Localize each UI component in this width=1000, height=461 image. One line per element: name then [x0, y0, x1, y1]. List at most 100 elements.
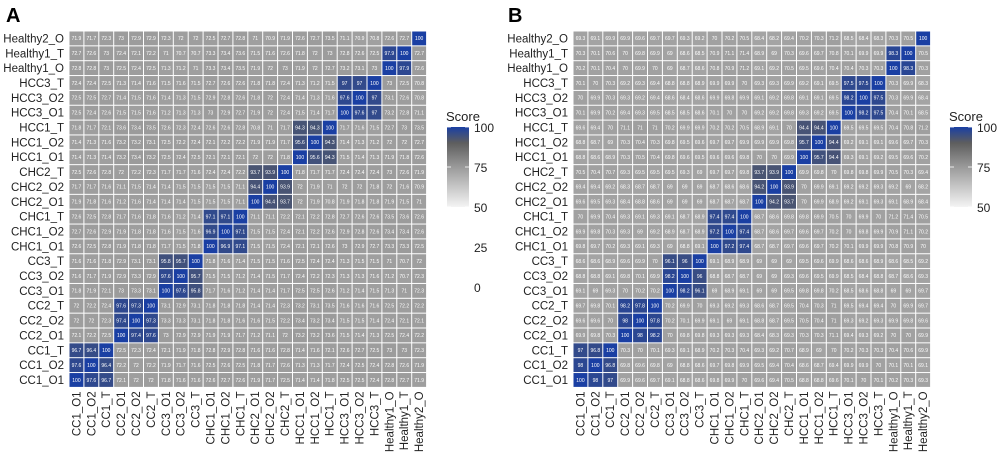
heatmap-cell — [397, 209, 412, 224]
cell-value-label: 68.7 — [725, 200, 735, 206]
heatmap-cell — [203, 150, 218, 165]
cell-value-label: 73.6 — [116, 125, 126, 131]
heatmap-cell — [412, 358, 427, 373]
heatmap-cell — [84, 90, 99, 105]
cell-value-label: 69.9 — [874, 170, 884, 176]
cell-value-label: 72.9 — [131, 36, 141, 42]
cell-value-label: 71.8 — [206, 259, 216, 265]
heatmap-cell — [322, 61, 337, 76]
heatmap-cell — [856, 224, 871, 239]
cell-value-label: 71.7 — [176, 363, 186, 369]
cell-value-label: 70.4 — [784, 363, 794, 369]
heatmap-cell — [352, 373, 367, 387]
heatmap-cell — [618, 180, 633, 194]
column-label: CHC1_O1 — [206, 391, 218, 444]
heatmap-cell — [916, 76, 931, 90]
cell-value-label: 70 — [786, 125, 792, 131]
heatmap-cell — [871, 254, 886, 269]
heatmap-cell — [767, 90, 782, 105]
row-label: CHC2_T — [523, 167, 568, 179]
cell-value-label: 72.5 — [370, 51, 380, 57]
cell-value-label: 69.6 — [888, 140, 898, 146]
heatmap-cell — [158, 328, 173, 343]
heatmap-cell — [826, 358, 841, 373]
cell-value-label: 68.4 — [859, 36, 869, 42]
cell-value-label: 71.4 — [310, 110, 320, 116]
cell-value-label: 69.8 — [784, 110, 794, 116]
heatmap-cell — [782, 31, 796, 46]
heatmap-cell — [69, 373, 84, 387]
heatmap-cell — [233, 254, 248, 269]
heatmap-cell — [412, 254, 427, 269]
cell-value-label: 98.2 — [650, 333, 660, 339]
heatmap-cell — [144, 313, 158, 328]
cell-value-label: 70.9 — [725, 66, 735, 72]
cell-value-label: 71.8 — [72, 289, 82, 295]
cell-value-label: 73 — [387, 348, 393, 354]
heatmap-cell — [901, 373, 916, 387]
cell-value-label: 70.2 — [605, 244, 615, 250]
heatmap-cell — [797, 150, 811, 165]
cell-value-label: 71.6 — [370, 274, 380, 280]
heatmap-cell — [797, 239, 811, 254]
heatmap-cell — [901, 150, 916, 165]
heatmap-cell — [397, 239, 412, 254]
cell-value-label: 71.9 — [384, 200, 394, 206]
cell-value-label: 100 — [770, 185, 779, 191]
cell-value-label: 70.2 — [888, 378, 898, 384]
heatmap-cell — [662, 283, 677, 298]
heatmap-cell — [188, 31, 203, 46]
cell-value-label: 71.6 — [399, 185, 409, 191]
heatmap-cell — [293, 180, 307, 194]
heatmap-cell — [573, 373, 588, 387]
cell-value-label: 71.1 — [414, 110, 424, 116]
cell-value-label: 70.4 — [888, 348, 898, 354]
heatmap-cell — [648, 239, 662, 254]
cell-value-label: 68.6 — [695, 66, 705, 72]
heatmap-cell — [173, 120, 188, 135]
cell-value-label: 72.7 — [399, 378, 409, 384]
heatmap-cell — [203, 254, 218, 269]
cell-value-label: 71.3 — [355, 274, 365, 280]
heatmap-cell — [322, 224, 337, 239]
heatmap-cell — [826, 180, 841, 194]
cell-value-label: 69.7 — [814, 244, 824, 250]
cell-value-label: 71.7 — [86, 36, 96, 42]
heatmap-cell — [278, 180, 292, 194]
heatmap-cell — [144, 31, 158, 46]
heatmap-cell — [278, 209, 292, 224]
heatmap-cell — [203, 328, 218, 343]
heatmap-cell — [233, 313, 248, 328]
cell-value-label: 72.5 — [86, 244, 96, 250]
cell-value-label: 95.7 — [799, 140, 809, 146]
heatmap-cell — [841, 343, 856, 358]
cell-value-label: 69.9 — [903, 304, 913, 310]
heatmap-cell — [293, 224, 307, 239]
heatmap-cell — [618, 46, 633, 61]
cell-value-label: 72.2 — [310, 274, 320, 280]
cell-value-label: 68.8 — [680, 378, 690, 384]
cell-value-label: 71.4 — [903, 214, 913, 220]
cell-value-label: 69.9 — [739, 363, 749, 369]
heatmap-cell — [188, 120, 203, 135]
heatmap-cell — [767, 373, 782, 387]
cell-value-label: 71.5 — [191, 185, 201, 191]
heatmap-cell — [886, 76, 901, 90]
heatmap-cell — [233, 31, 248, 46]
heatmap-cell — [916, 150, 931, 165]
cell-value-label: 70.9 — [355, 36, 365, 42]
heatmap-cell — [397, 224, 412, 239]
heatmap-cell — [797, 165, 811, 179]
cell-value-label: 68.9 — [605, 155, 615, 161]
cell-value-label: 68.9 — [739, 259, 749, 265]
cell-value-label: 73.3 — [131, 289, 141, 295]
heatmap-cell — [811, 239, 826, 254]
heatmap-cell — [588, 269, 603, 283]
heatmap-cell — [811, 254, 826, 269]
heatmap-cell — [782, 165, 796, 179]
cell-value-label: 72.8 — [235, 348, 245, 354]
heatmap-cell — [901, 283, 916, 298]
heatmap-cell — [158, 135, 173, 150]
heatmap-cell — [648, 224, 662, 239]
